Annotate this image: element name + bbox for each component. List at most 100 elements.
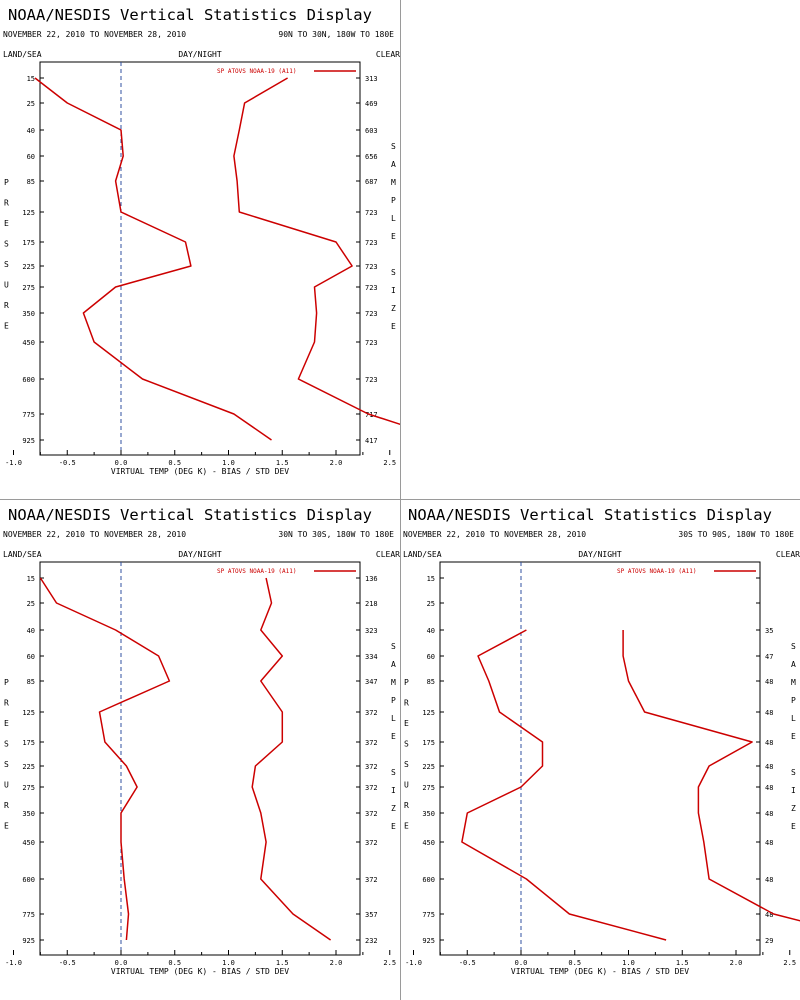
pressure-tick-label: 25 [27,100,35,108]
sample-size-axis-letter: S [791,768,796,777]
pressure-tick-label: 275 [422,784,435,792]
chart-title: NOAA/NESDIS Vertical Statistics Display [8,6,372,24]
date-range: NOVEMBER 22, 2010 TO NOVEMBER 28, 2010 [403,530,586,539]
land-sea-label: LAND/SEA [403,550,442,559]
sample-size-axis-letter: E [391,732,396,741]
pressure-axis-letter: R [4,699,9,708]
pressure-tick-label: 775 [22,411,35,419]
x-axis-label: VIRTUAL TEMP (DEG K) - BIAS / STD DEV [511,967,689,976]
pressure-axis-letter: S [4,760,9,769]
bias-line [39,577,171,941]
panel-30n-30s: NOAA/NESDIS Vertical Statistics Display N… [0,500,400,1000]
day-night-label: DAY/NIGHT [578,550,622,559]
pressure-tick-label: 15 [27,75,35,83]
pressure-axis-letter: E [4,822,9,831]
clear-label: CLEAR [376,50,400,59]
sample-size-label: 48 [765,784,773,792]
pressure-axis-letter: R [4,199,9,208]
x-tick-label: 0.0 [515,959,528,967]
std_dev-line [233,77,400,426]
chart-30s-90s: NOAA/NESDIS Vertical Statistics Display N… [403,506,800,976]
sample-size-axis-letter: I [391,286,396,295]
sample-size-axis-letter: L [791,714,796,723]
date-range: NOVEMBER 22, 2010 TO NOVEMBER 28, 2010 [3,530,186,539]
sample-size-axis-letter: S [791,642,796,651]
sample-size-label: 372 [365,784,378,792]
sample-size-label: 372 [365,876,378,884]
pressure-tick-label: 175 [22,739,35,747]
pressure-axis-letter: E [4,219,9,228]
sample-size-axis-letter: P [791,696,796,705]
clear-label: CLEAR [776,550,800,559]
x-axis-label: VIRTUAL TEMP (DEG K) - BIAS / STD DEV [111,467,289,476]
region-label: 30S TO 90S, 180W TO 180E [678,530,794,539]
sample-size-label: 723 [365,209,378,217]
sample-size-label: 723 [365,339,378,347]
pressure-tick-label: 350 [22,310,35,318]
x-tick-label: 1.0 [222,959,235,967]
pressure-axis-letter: E [404,719,409,728]
pressure-axis-letter: R [404,801,409,810]
sample-size-label: 48 [765,763,773,771]
sample-size-label: 48 [765,839,773,847]
sample-size-axis-letter: Z [791,804,796,813]
std_dev-line [251,577,332,941]
chart-90n-30n: NOAA/NESDIS Vertical Statistics Display N… [3,6,400,476]
x-tick-label: -1.0 [5,959,22,967]
panel-empty [401,0,800,500]
plot-frame [439,561,761,956]
x-tick-label: 1.0 [222,459,235,467]
pressure-tick-label: 85 [27,178,35,186]
x-axis-label: VIRTUAL TEMP (DEG K) - BIAS / STD DEV [111,967,289,976]
x-tick-label: -0.5 [459,959,476,967]
pressure-tick-label: 225 [22,263,35,271]
sample-size-label: 35 [765,627,773,635]
panel-30s-90s: NOAA/NESDIS Vertical Statistics Display N… [400,500,800,1000]
pressure-tick-label: 775 [22,911,35,919]
chart-title: NOAA/NESDIS Vertical Statistics Display [8,506,372,524]
x-tick-label: 2.5 [383,959,396,967]
sample-size-axis-letter: P [391,196,396,205]
chart-title: NOAA/NESDIS Vertical Statistics Display [408,506,772,524]
x-tick-label: 2.0 [330,459,343,467]
x-tick-label: 0.5 [568,959,581,967]
pressure-tick-label: 25 [27,600,35,608]
x-tick-label: -1.0 [405,959,422,967]
pressure-tick-label: 15 [427,575,435,583]
sample-size-axis-letter: Z [391,304,396,313]
sample-size-label: 47 [765,653,773,661]
sample-size-label: 136 [365,575,378,583]
sample-size-axis-letter: E [391,322,396,331]
sample-size-label: 723 [365,376,378,384]
pressure-tick-label: 600 [422,876,435,884]
pressure-tick-label: 175 [22,239,35,247]
sample-size-axis-letter: S [391,768,396,777]
sample-size-label: 723 [365,284,378,292]
x-tick-label: 0.0 [115,959,128,967]
sample-size-label: 417 [365,437,378,445]
sample-size-axis-letter: M [791,678,796,687]
sample-size-label: 218 [365,600,378,608]
panel-90n-30n: NOAA/NESDIS Vertical Statistics Display N… [0,0,400,500]
pressure-axis-letter: S [4,740,9,749]
x-tick-label: 0.5 [168,459,181,467]
plot-frame [39,61,361,456]
sample-size-label: 323 [365,627,378,635]
chart-30n-30s: NOAA/NESDIS Vertical Statistics Display N… [3,506,400,976]
pressure-tick-label: 60 [27,153,35,161]
x-tick-label: 1.5 [676,959,689,967]
land-sea-label: LAND/SEA [3,50,42,59]
pressure-tick-label: 925 [422,937,435,945]
sample-size-axis-letter: S [391,642,396,651]
sample-size-label: 48 [765,739,773,747]
sample-size-label: 29 [765,937,773,945]
x-tick-label: 2.5 [383,459,396,467]
pressure-axis-letter: S [4,260,9,269]
pressure-tick-label: 350 [422,810,435,818]
pressure-tick-label: 125 [22,709,35,717]
sample-size-label: 723 [365,310,378,318]
pressure-axis-letter: E [4,322,9,331]
sample-size-axis-letter: A [391,660,396,669]
x-tick-label: 2.5 [783,959,796,967]
sample-size-label: 372 [365,709,378,717]
